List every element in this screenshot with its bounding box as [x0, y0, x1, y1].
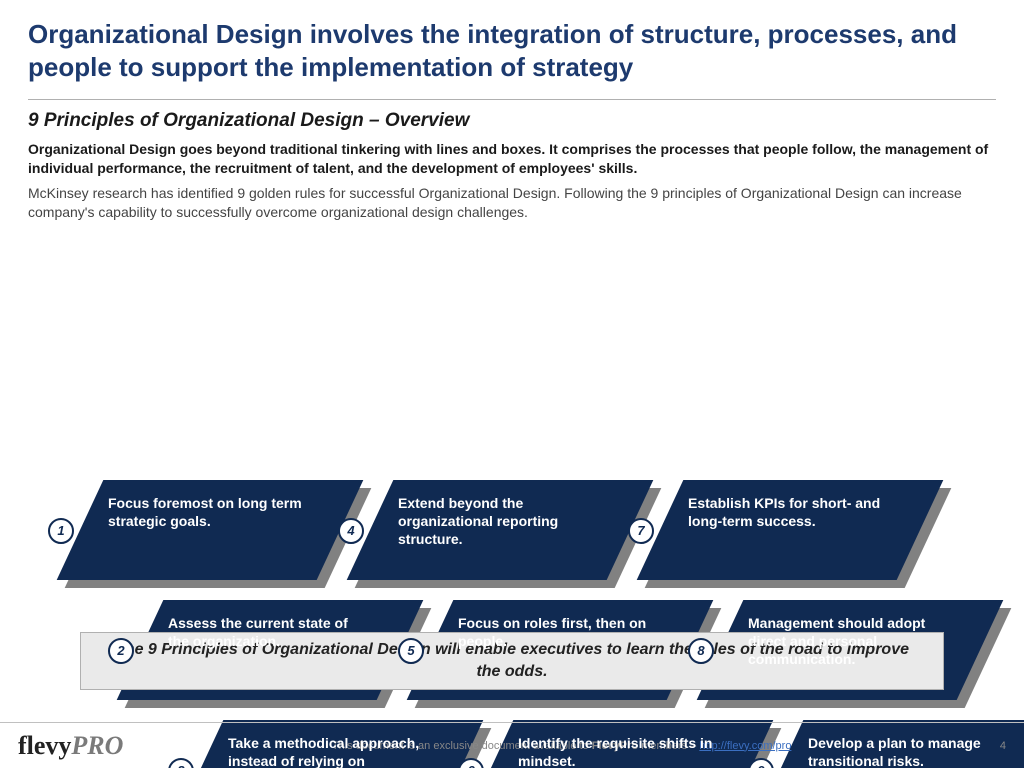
lead-paragraph-1: Organizational Design goes beyond tradit… [0, 140, 1024, 184]
principle-number-badge: 8 [688, 638, 714, 664]
principle-card: 1Focus foremost on long term strategic g… [80, 480, 340, 580]
principle-number-badge: 1 [48, 518, 74, 544]
title-block: Organizational Design involves the integ… [0, 0, 1024, 93]
principle-text: Take a methodical approach, instead of r… [228, 734, 426, 768]
principle-number-badge: 5 [398, 638, 424, 664]
principle-number-badge: 2 [108, 638, 134, 664]
principles-grid: 1 Focus foremost on long term strategic g… [0, 232, 1024, 612]
logo-main: flevy [18, 731, 71, 760]
principle-text: Extend beyond the organizational reporti… [398, 494, 596, 549]
lead-paragraph-2: McKinsey research has identified 9 golde… [0, 184, 1024, 232]
subtitle: 9 Principles of Organizational Design – … [0, 100, 1024, 140]
principle-number-badge: 7 [628, 518, 654, 544]
principle-text: Identify the requisite shifts in mindset… [518, 734, 716, 768]
principle-text: Management should adopt direct and perso… [748, 614, 946, 669]
slide: Organizational Design involves the integ… [0, 0, 1024, 768]
logo: flevyPRO [18, 731, 123, 761]
principle-card: 7Establish KPIs for short- and long-term… [660, 480, 920, 580]
principle-text: Establish KPIs for short- and long-term … [688, 494, 886, 530]
page-title: Organizational Design involves the integ… [28, 18, 996, 83]
principle-text: Assess the current state of the organiza… [168, 614, 366, 650]
principle-card: 4Extend beyond the organizational report… [370, 480, 630, 580]
principle-number-badge: 4 [338, 518, 364, 544]
principle-text: Focus on roles first, then on people. [458, 614, 656, 650]
principle-text: Develop a plan to manage transitional ri… [808, 734, 1006, 768]
logo-suffix: PRO [71, 731, 123, 760]
principle-text: Focus foremost on long term strategic go… [108, 494, 306, 530]
